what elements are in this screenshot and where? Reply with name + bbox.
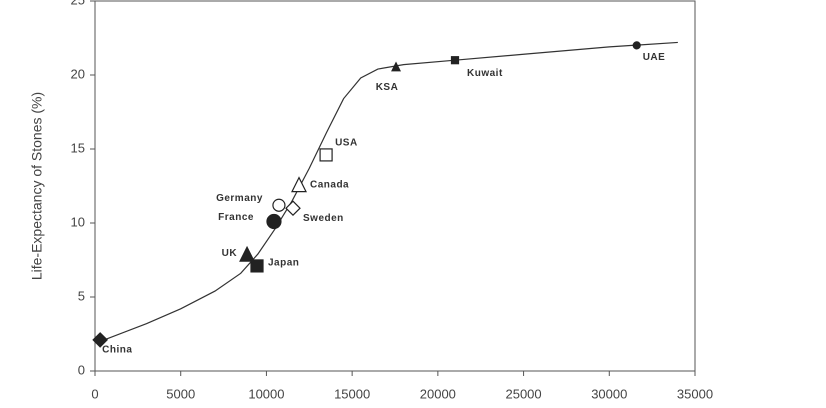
point	[250, 259, 264, 273]
y-tick-label: 20	[71, 66, 85, 81]
y-tick-label: 10	[71, 214, 85, 229]
point	[291, 176, 307, 193]
y-tick-label: 25	[71, 0, 85, 7]
point-label: Canada	[310, 180, 349, 191]
x-tick-label: 0	[91, 386, 98, 401]
point	[239, 245, 256, 262]
point-label: USA	[335, 138, 358, 149]
point-label: KSA	[376, 82, 399, 93]
x-tick-label: 5000	[166, 386, 195, 401]
point	[285, 200, 301, 217]
point-label: Kuwait	[467, 68, 503, 79]
point-label: China	[102, 345, 132, 356]
point	[266, 213, 282, 230]
point-label: France	[218, 212, 254, 223]
plot-frame	[94, 0, 696, 372]
point	[272, 198, 286, 212]
point	[632, 41, 641, 50]
y-tick-label: 5	[78, 288, 85, 303]
point-label: UAE	[643, 52, 666, 63]
y-tick-label: 0	[78, 362, 85, 377]
x-tick-label: 30000	[591, 386, 627, 401]
fit-curve	[99, 41, 678, 342]
x-tick-label: 20000	[420, 386, 456, 401]
point	[391, 61, 401, 72]
x-tick-label: 10000	[248, 386, 284, 401]
x-tick-label: 25000	[505, 386, 541, 401]
point	[319, 148, 333, 162]
point-label: Sweden	[303, 213, 344, 224]
point	[450, 56, 460, 65]
y-tick-label: 15	[71, 140, 85, 155]
point-label: Japan	[268, 258, 299, 269]
y-axis-label: Life-Expectancy of Stones (%)	[29, 92, 45, 280]
x-tick-label: 35000	[677, 386, 713, 401]
point-label: UK	[222, 248, 238, 259]
point-label: Germany	[216, 193, 263, 204]
point	[92, 332, 108, 348]
x-tick-label: 15000	[334, 386, 370, 401]
